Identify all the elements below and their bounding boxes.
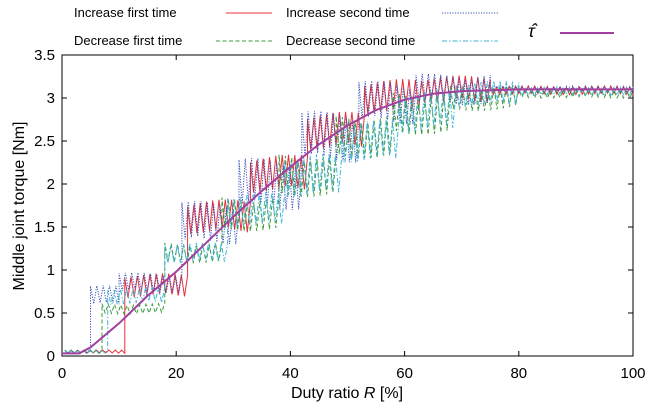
x-tick-label: 60 <box>396 365 413 382</box>
y-tick-label: 1 <box>47 262 55 279</box>
y-axis-label: Middle joint torque [Nm] <box>11 122 28 291</box>
legend-label: Increase first time <box>74 5 177 20</box>
x-tick-label: 0 <box>58 365 66 382</box>
legend-label: Increase second time <box>286 5 410 20</box>
x-tick-label: 80 <box>510 365 527 382</box>
x-axis-label-prefix: Duty ratio <box>291 385 364 402</box>
y-tick-label: 0 <box>47 348 55 365</box>
x-tick-label: 40 <box>282 365 299 382</box>
y-axis-ticks: 0 0.5 1 1.5 2 2.5 3 3.5 <box>34 47 633 365</box>
legend-label: Decrease first time <box>74 33 182 48</box>
x-axis-label-suffix: [%] <box>375 385 403 402</box>
y-tick-label: 2 <box>47 176 55 193</box>
y-tick-label: 0.5 <box>34 305 55 322</box>
y-tick-label: 2.5 <box>34 133 55 150</box>
x-axis-label: Duty ratio R [%] <box>291 385 403 402</box>
plot-frame <box>61 54 634 357</box>
legend-label: τ̂ <box>528 21 538 41</box>
y-tick-label: 3.5 <box>34 47 55 64</box>
x-axis-label-variable: R <box>364 385 376 402</box>
y-tick-label: 3 <box>47 90 55 107</box>
x-tick-label: 100 <box>620 365 645 382</box>
x-axis-ticks: 0 20 40 60 80 100 <box>58 55 646 382</box>
y-tick-label: 1.5 <box>34 219 55 236</box>
series-lines <box>62 73 634 355</box>
chart-legend: Increase first time Increase second time D… <box>74 5 614 48</box>
series-line-3 <box>64 80 634 355</box>
series-line-4 <box>62 88 633 355</box>
x-tick-label: 20 <box>168 365 185 382</box>
legend-label: Decrease second time <box>286 33 415 48</box>
series-line-2 <box>64 85 634 355</box>
series-line-1 <box>64 73 634 354</box>
